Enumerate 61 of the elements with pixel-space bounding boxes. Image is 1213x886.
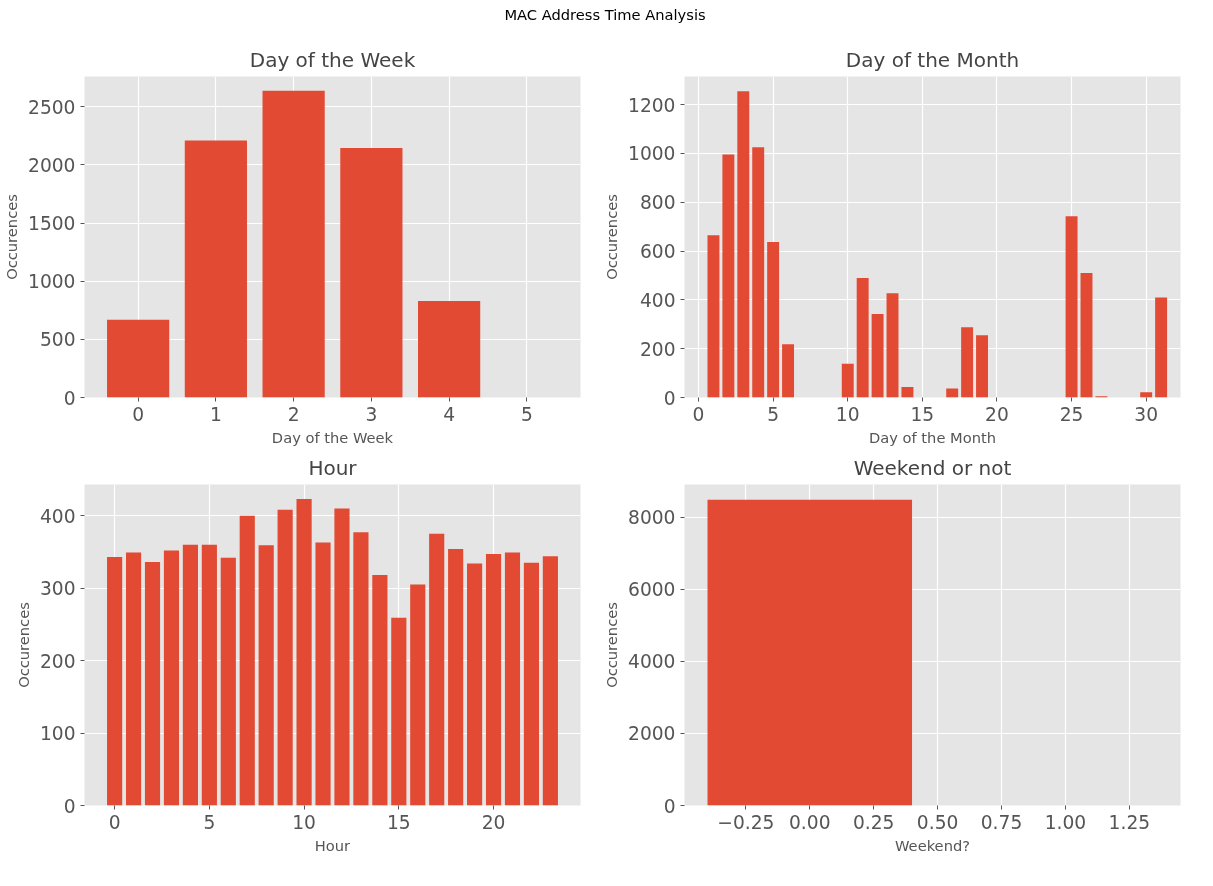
y-tick-label: 500 (39, 329, 76, 351)
y-tick-label: 2500 (28, 96, 76, 118)
x-tick-label: 1.00 (1044, 811, 1087, 833)
x-tick-label: 4 (443, 403, 456, 425)
text: MAC Address Time Analysis (504, 5, 706, 25)
chart-title: Day of the Month (845, 47, 1020, 72)
y-tick-label: 2000 (628, 723, 676, 745)
x-tick-label: 0.25 (852, 811, 895, 833)
x-axis-title: Day of the Month (868, 428, 997, 446)
y-tick-label: 0 (663, 795, 676, 817)
y-tick-label: 8000 (628, 507, 676, 529)
y-tick-label: 1200 (628, 94, 676, 116)
x-tick-label: 2 (287, 403, 300, 425)
x-tick-label: 10 (292, 811, 316, 833)
chart-title: Weekend or not (853, 455, 1012, 480)
y-tick-label: 2000 (28, 154, 76, 176)
x-tick-label: 25 (1059, 403, 1084, 425)
y-tick-label: 1000 (28, 271, 76, 293)
x-tick-label: 15 (386, 811, 411, 833)
x-tick-label: 5 (520, 403, 533, 425)
x-tick-label: 3 (365, 403, 378, 425)
y-tick-label: 0 (63, 795, 76, 817)
x-tick-label: −0.25 (717, 811, 775, 833)
y-tick-label: 4000 (628, 651, 676, 673)
y-tick-label: 6000 (628, 579, 676, 601)
y-tick-label: 600 (639, 241, 676, 263)
y-tick-label: 100 (39, 723, 76, 745)
x-axis-title: Hour (314, 836, 352, 854)
y-axis-title: Occurences (603, 194, 621, 280)
x-tick-label: 0 (132, 403, 145, 425)
x-tick-label: 1 (209, 403, 222, 425)
y-tick-label: 0 (63, 387, 76, 409)
x-tick-label: 10 (835, 403, 860, 425)
x-tick-label: 20 (985, 403, 1009, 425)
y-tick-label: 200 (39, 650, 76, 672)
y-axis-title: Occurences (14, 602, 32, 688)
x-tick-label: 0 (108, 811, 121, 833)
x-tick-label: 1.25 (1108, 811, 1151, 833)
chart-title: Day of the Week (249, 47, 416, 72)
y-tick-label: 400 (639, 289, 676, 311)
y-tick-label: 0 (663, 387, 676, 409)
y-tick-label: 1000 (628, 143, 676, 165)
y-axis-title: Occurences (603, 602, 621, 688)
x-tick-label: 0.00 (789, 811, 831, 833)
y-tick-label: 1500 (28, 213, 76, 235)
x-tick-label: 20 (481, 811, 506, 833)
x-tick-label: 0.50 (916, 811, 959, 833)
y-tick-label: 400 (39, 505, 76, 527)
x-tick-label: 30 (1134, 403, 1159, 425)
x-tick-label: 5 (203, 811, 216, 833)
x-axis-title: Weekend? (894, 836, 971, 854)
x-axis-title: Day of the Week (271, 428, 394, 446)
x-tick-label: 0.75 (980, 811, 1023, 833)
x-tick-label: 5 (767, 403, 780, 425)
y-tick-label: 800 (639, 192, 676, 214)
y-tick-label: 300 (39, 578, 76, 600)
x-tick-label: 0 (692, 403, 705, 425)
chart-title: Hour (308, 455, 358, 480)
y-tick-label: 200 (639, 338, 676, 360)
x-tick-label: 15 (910, 403, 935, 425)
y-axis-title: Occurences (3, 194, 21, 280)
